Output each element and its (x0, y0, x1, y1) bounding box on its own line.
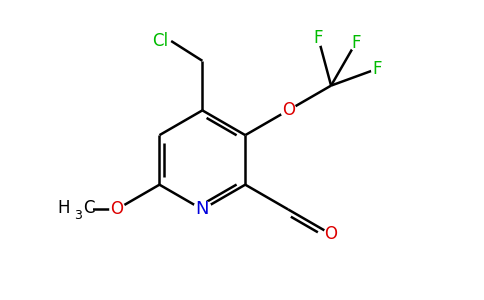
Text: C: C (83, 200, 94, 217)
Text: O: O (325, 225, 337, 243)
Text: F: F (351, 34, 361, 52)
Text: Cl: Cl (152, 32, 168, 50)
Text: F: F (373, 60, 382, 78)
Text: O: O (282, 101, 295, 119)
Text: 3: 3 (74, 209, 82, 222)
Text: N: N (196, 200, 209, 218)
Text: H: H (57, 200, 70, 217)
Text: O: O (110, 200, 123, 218)
Text: F: F (314, 29, 323, 47)
